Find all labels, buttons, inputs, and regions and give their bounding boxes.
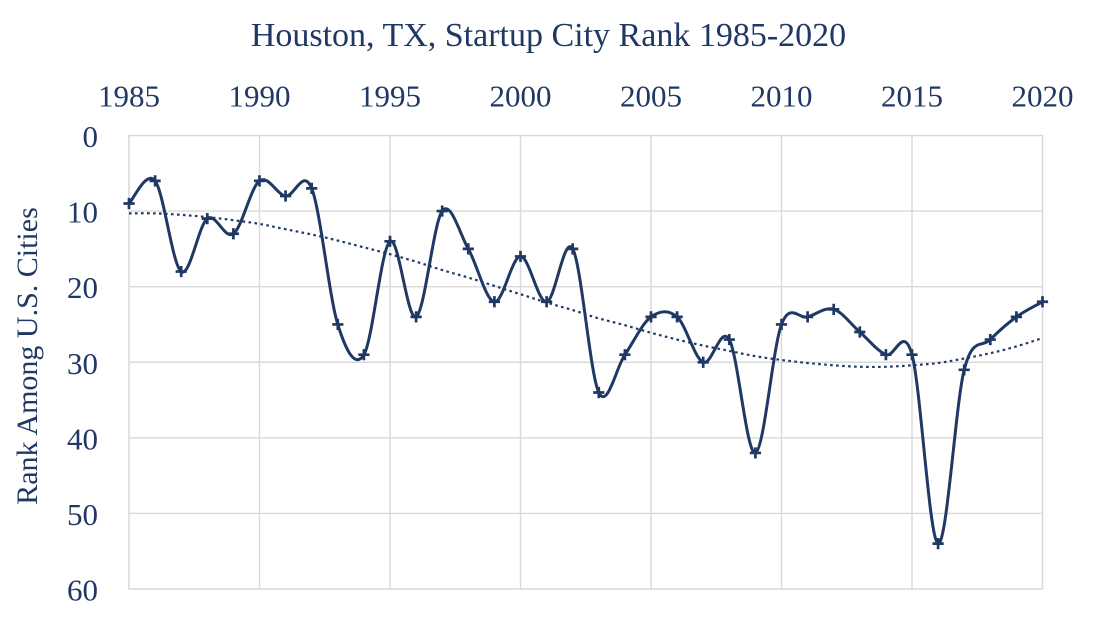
data-point-marker <box>593 386 605 399</box>
y-tick-label: 10 <box>67 195 98 230</box>
x-tick-label: 2005 <box>620 79 682 114</box>
data-point-marker <box>1010 311 1022 323</box>
data-point-marker <box>932 538 944 550</box>
y-tick-label: 30 <box>67 346 98 381</box>
data-point-marker <box>488 296 500 308</box>
data-point-marker <box>514 250 527 263</box>
chart-title: Houston, TX, Startup City Rank 1985-2020 <box>250 17 847 54</box>
data-point-marker <box>410 311 422 323</box>
data-point-marker <box>436 205 448 217</box>
x-tick-label: 1985 <box>98 79 160 114</box>
data-point-marker <box>567 243 579 255</box>
trend-line <box>128 212 1043 369</box>
data-point-marker <box>358 349 370 361</box>
data-point-marker <box>306 182 318 195</box>
data-point-marker <box>854 326 866 338</box>
data-point-marker <box>253 175 266 187</box>
x-tick-label: 1995 <box>359 79 421 114</box>
x-tick-label: 2000 <box>490 79 552 114</box>
data-point-marker <box>749 447 761 459</box>
data-point-marker <box>619 349 631 361</box>
data-point-marker <box>123 197 135 210</box>
data-point-marker <box>723 333 735 346</box>
data-point-marker <box>775 318 788 331</box>
x-tick-label: 2015 <box>881 79 943 114</box>
rank-line <box>127 176 1044 546</box>
data-point-marker <box>541 296 553 308</box>
y-tick-label: 20 <box>67 270 98 305</box>
data-point-marker <box>697 356 709 368</box>
data-point-marker <box>906 349 918 361</box>
plot-border <box>128 134 1044 590</box>
y-tick-label: 40 <box>67 421 98 456</box>
data-point-marker <box>149 175 161 187</box>
data-point-marker <box>671 311 683 323</box>
y-tick-label: 0 <box>83 119 99 154</box>
x-tick-label: 2020 <box>1012 79 1074 114</box>
data-point-marker <box>1036 296 1049 308</box>
data-point-marker <box>802 311 814 323</box>
data-point-marker <box>280 190 292 202</box>
data-point-marker <box>984 333 996 346</box>
data-point-marker <box>880 349 892 361</box>
data-point-marker <box>175 265 187 278</box>
data-point-marker <box>462 243 474 255</box>
data-point-marker <box>828 303 840 315</box>
x-tick-label: 1990 <box>229 79 291 114</box>
y-tick-label: 60 <box>67 573 98 608</box>
data-point-marker <box>958 364 970 376</box>
data-point-marker <box>332 318 344 331</box>
data-point-marker <box>227 228 239 240</box>
data-point-marker <box>645 311 657 323</box>
data-point-marker <box>201 213 213 225</box>
x-tick-label: 2010 <box>751 79 813 114</box>
data-point-marker <box>384 235 396 247</box>
y-tick-label: 50 <box>67 497 98 532</box>
